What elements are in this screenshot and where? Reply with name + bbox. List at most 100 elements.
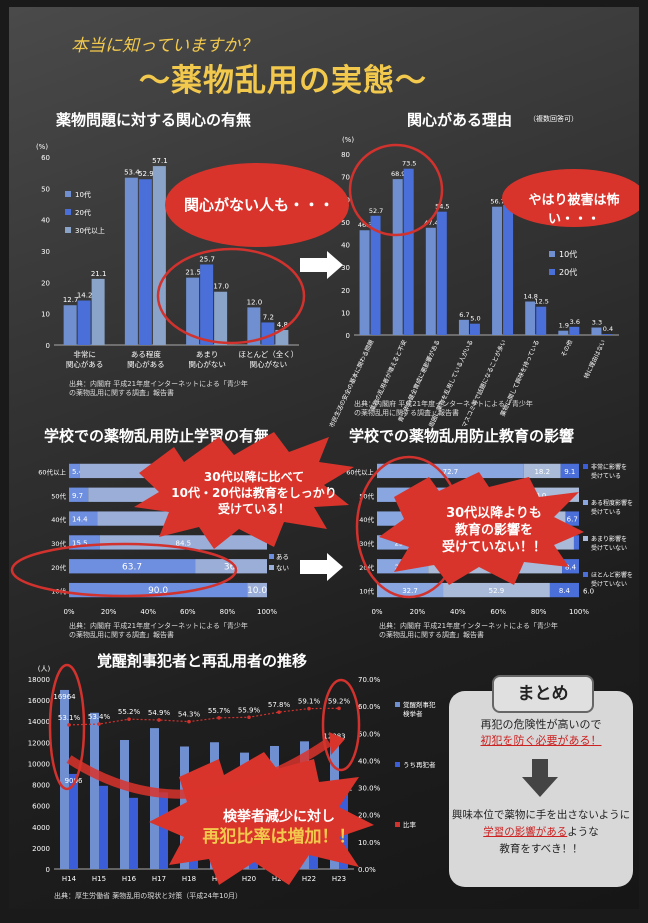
reason-note: （複数回答可）: [529, 115, 578, 123]
highlight-layer: [10, 143, 463, 791]
bar: [392, 179, 403, 335]
legend-label: 受けていない: [591, 580, 627, 588]
data-label: 72.7: [443, 468, 459, 476]
source-line: 出典：内閣府 平成21年度インターネットによる「青少年: [379, 622, 558, 630]
callout-oval-harm: [502, 169, 639, 227]
data-label: 9.7: [72, 492, 83, 500]
ratio-label: 57.8%: [268, 701, 291, 709]
ratio-point: [97, 722, 101, 726]
y-tick-label: 10代: [359, 587, 374, 596]
summary-line1: 再犯の危険性が高いので: [480, 718, 602, 731]
summary-line4: 学習の影響があるような: [449, 824, 633, 841]
bar-repeat: [69, 773, 78, 869]
y-tick-label: 10000: [28, 760, 50, 768]
y-tick-label: 50: [341, 219, 350, 227]
x-tick-label: 関心がない: [250, 359, 288, 369]
arrow-right-1: [300, 251, 343, 279]
x-tick-label: H18: [182, 875, 196, 883]
data-label: 10.0: [247, 586, 267, 596]
data-label: 63.7: [122, 562, 142, 572]
legend-label: うち再犯者: [403, 760, 436, 769]
legend-label: 10代: [559, 249, 577, 259]
source-line: の薬物乱用に関する調査」報告書: [69, 389, 174, 397]
ratio-label: 55.7%: [208, 707, 231, 715]
source-influence: 出典：内閣府 平成21年度インターネットによる「青少年 の薬物乱用に関する調査」報…: [379, 622, 558, 640]
trend-arrow-head: [329, 732, 345, 755]
legend-label: 受けていない: [591, 544, 627, 552]
callout-burst-recid: [149, 752, 374, 885]
y-tick-label: 40: [341, 242, 350, 250]
point-label: 9006: [65, 777, 83, 785]
bar: [359, 230, 370, 335]
callout-school-line1: 30代以降に比べて: [203, 470, 305, 484]
source-line: 出典：内閣府 平成21年度インターネットによる「青少年: [69, 380, 248, 388]
legend-swatch: [65, 227, 71, 233]
bar: [469, 323, 480, 335]
x-tick-label: 0%: [63, 608, 74, 616]
ratio-label: 54.9%: [148, 709, 171, 717]
legend-label: 受けている: [591, 472, 621, 480]
bar-segment: [247, 582, 267, 598]
trend-arrow: [66, 738, 332, 799]
legend-swatch: [269, 565, 274, 570]
ratio-label: 53.1%: [58, 714, 81, 722]
callout-influence-line1: 30代以降よりも: [446, 506, 542, 521]
data-label: 4.8: [277, 321, 288, 329]
data-label: 36.: [224, 562, 238, 572]
bar-segment: [443, 582, 550, 598]
data-label: 21.1: [91, 270, 107, 278]
callout-school-line2: 10代・20代は教育をしっかり: [171, 486, 337, 500]
ratio-point: [277, 710, 281, 714]
bar: [261, 322, 275, 345]
legend-label: 比率: [403, 820, 417, 829]
data-label: 52.9: [489, 587, 505, 595]
legend-swatch: [395, 822, 400, 827]
summary-line4-highlight: 学習の影響がある: [483, 826, 568, 838]
data-label: 0.4: [603, 325, 613, 333]
data-label: 5.0: [470, 315, 480, 323]
x-tick-label: 40%: [450, 608, 466, 616]
callout-influence-line3: 受けていない！！: [441, 540, 546, 555]
x-tick-label: あまり: [196, 350, 219, 359]
bar-segment: [69, 559, 196, 574]
x-tick-label: H23: [332, 875, 346, 883]
y2-tick-label: 50.0%: [358, 730, 381, 738]
y-tick-label: 20代: [51, 563, 66, 572]
down-arrow-icon: [522, 759, 558, 797]
data-label: 8.4: [565, 563, 577, 571]
data-label: 73.5: [402, 160, 416, 168]
section-title-school: 学校での薬物乱用防止学習の有無: [44, 427, 270, 445]
x-tick-label: H17: [152, 875, 166, 883]
y-tick-label: 60代以上: [346, 467, 374, 476]
x-tick-label: H15: [92, 875, 106, 883]
data-label: 6.7: [459, 311, 469, 319]
x-tick-label: H14: [62, 875, 77, 883]
bar: [138, 179, 152, 345]
ratio-point: [67, 723, 71, 727]
y-tick-label: 20: [341, 287, 350, 295]
x-tick-label: H20: [242, 875, 256, 883]
data-label: 17.0: [213, 283, 229, 291]
source-reason: 出典：内閣府 平成21年度インターネットによる「青少年 の薬物乱用に関する調査」報…: [354, 400, 533, 418]
y-tick-label: 0: [46, 866, 50, 874]
data-label: 25.7: [199, 255, 215, 263]
source-school: 出典：内閣府 平成21年度インターネットによる「青少年 の薬物乱用に関する調査」報…: [69, 622, 248, 640]
y-tick-label: 0: [346, 332, 350, 340]
highlight-ellipse-school: [10, 542, 238, 598]
source-line: の薬物乱用に関する調査」報告書: [379, 631, 484, 639]
bar: [91, 278, 105, 345]
ratio-point: [127, 717, 131, 721]
data-label: 46.3: [358, 221, 372, 229]
bar: [152, 166, 166, 345]
ratio-point: [337, 706, 341, 711]
bar: [569, 326, 580, 335]
legend-swatch: [395, 762, 400, 767]
x-tick-label: 80%: [220, 608, 236, 616]
bar-total: [90, 712, 99, 869]
data-label-extra: 6.0: [583, 588, 594, 596]
callout-burst-influence: [379, 472, 584, 585]
data-label: 52.9: [138, 170, 154, 178]
bar-segment: [560, 463, 579, 479]
legend-label: ない: [276, 564, 289, 572]
x-tick-label: 非常に: [73, 349, 96, 359]
